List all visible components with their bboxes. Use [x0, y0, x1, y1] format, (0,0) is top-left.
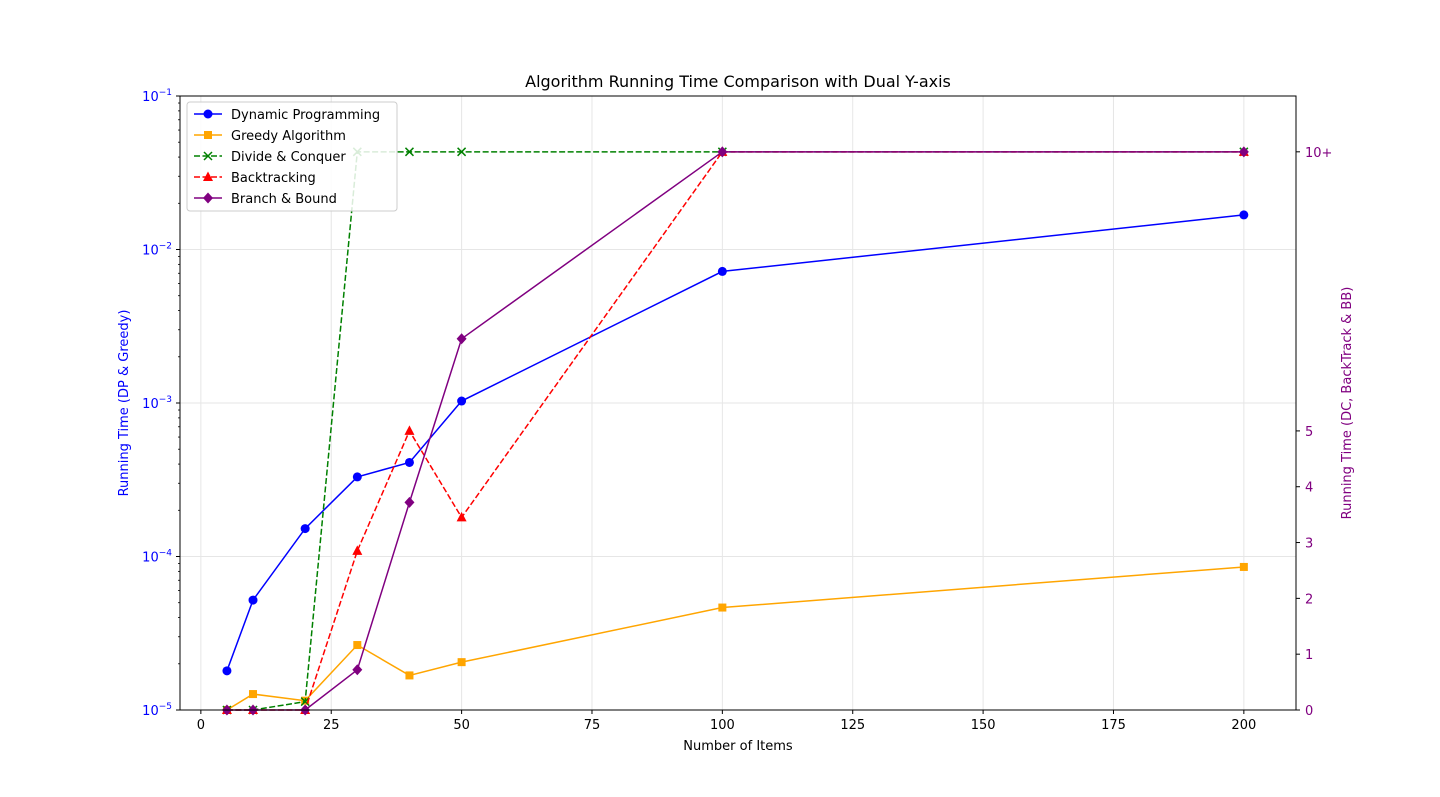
data-point-divide-and-conquer	[404, 147, 414, 157]
y-left-tick-label: 10−3	[142, 395, 172, 412]
y-axis-left-label: Running Time (DP & Greedy)	[117, 310, 132, 497]
y-right-tick-label: 1	[1305, 648, 1313, 663]
y-axis-right: 0 1 2 3 4 5 10+	[1296, 146, 1332, 719]
x-tick-label: 25	[323, 718, 340, 733]
y-axis-right-label: Running Time (DC, BackTrack & BB)	[1340, 287, 1355, 520]
series-divide-and-conquer	[222, 147, 1249, 715]
y-axis-left: 10−5 10−4 10−3 10−2 10−1	[142, 88, 180, 719]
y-left-tick-label: 10−1	[142, 88, 172, 105]
legend-marker-divide-and-conquer	[203, 151, 213, 161]
series-line-dynamic-programming	[226, 214, 1244, 672]
series-line-divide-and-conquer	[226, 151, 1244, 711]
x-tick-label: 150	[971, 718, 996, 733]
data-point-backtracking	[352, 545, 363, 555]
data-point-divide-and-conquer	[300, 697, 310, 707]
x-tick-label: 75	[584, 718, 601, 733]
x-axis: 0 25 50 75 100 125 150 175 200	[197, 710, 1256, 733]
y-right-tick-label: 5	[1305, 425, 1313, 440]
data-point-greedy-algorithm	[1239, 562, 1248, 571]
data-point-backtracking	[456, 511, 467, 522]
legend-label: Dynamic Programming	[231, 108, 380, 123]
legend-item-greedy-algorithm: Greedy Algorithm	[194, 129, 346, 144]
y-right-tick-label: 2	[1305, 592, 1313, 607]
data-point-greedy-algorithm	[457, 658, 466, 667]
data-point-greedy-algorithm	[405, 671, 414, 680]
data-point-branch-and-bound	[352, 664, 363, 676]
legend-label: Branch & Bound	[231, 192, 337, 207]
x-tick-label: 200	[1231, 718, 1256, 733]
legend-label: Backtracking	[231, 171, 316, 186]
x-axis-label: Number of Items	[683, 739, 793, 754]
data-point-dynamic-programming	[457, 396, 467, 406]
legend-label: Greedy Algorithm	[231, 129, 346, 144]
y-right-tick-label: 0	[1305, 704, 1313, 719]
x-tick-label: 175	[1101, 718, 1126, 733]
data-point-dynamic-programming	[352, 472, 362, 482]
series-line-branch-and-bound	[226, 151, 1244, 711]
y-left-tick-label: 10−4	[142, 549, 172, 566]
data-point-branch-and-bound	[1238, 146, 1249, 158]
x-tick-label: 125	[840, 718, 865, 733]
legend-item-dynamic-programming: Dynamic Programming	[194, 108, 380, 123]
data-point-backtracking	[404, 425, 415, 435]
y-right-tick-label: 10+	[1305, 146, 1332, 161]
series-line-greedy-algorithm	[226, 566, 1244, 711]
y-left-tick-label: 10−5	[142, 702, 172, 719]
data-point-dynamic-programming	[404, 457, 414, 467]
legend-item-divide-and-conquer: Divide & Conquer	[194, 150, 346, 165]
data-point-greedy-algorithm	[353, 641, 362, 650]
chart-title: Algorithm Running Time Comparison with D…	[525, 72, 951, 91]
data-point-greedy-algorithm	[718, 603, 727, 612]
series-layer	[221, 146, 1249, 716]
legend-label: Divide & Conquer	[231, 150, 346, 165]
legend-marker-branch-and-bound	[203, 192, 213, 204]
data-point-dynamic-programming	[717, 266, 727, 276]
y-right-tick-label: 3	[1305, 537, 1313, 552]
data-point-branch-and-bound	[456, 333, 467, 345]
legend-item-backtracking: Backtracking	[194, 171, 316, 186]
data-point-greedy-algorithm	[249, 690, 258, 699]
y-right-tick-label: 4	[1305, 481, 1313, 496]
data-point-dynamic-programming	[1239, 210, 1249, 220]
legend: Dynamic Programming Greedy Algorithm Divid…	[186, 101, 398, 212]
legend-marker-greedy-algorithm	[204, 131, 212, 139]
legend-box	[186, 101, 398, 212]
y-left-tick-label: 10−2	[142, 242, 172, 259]
x-tick-label: 100	[710, 718, 735, 733]
data-point-divide-and-conquer	[457, 147, 467, 157]
x-tick-label: 0	[197, 718, 205, 733]
legend-marker-dynamic-programming	[203, 109, 213, 119]
series-greedy-algorithm	[222, 562, 1248, 714]
data-point-dynamic-programming	[222, 666, 232, 676]
x-tick-label: 50	[453, 718, 470, 733]
data-point-dynamic-programming	[300, 524, 310, 534]
data-point-branch-and-bound	[717, 146, 728, 158]
series-dynamic-programming	[222, 210, 1249, 676]
legend-item-branch-and-bound: Branch & Bound	[194, 192, 337, 207]
data-point-branch-and-bound	[404, 496, 415, 508]
legend-marker-backtracking	[203, 171, 213, 181]
series-line-backtracking	[226, 151, 1244, 711]
data-point-dynamic-programming	[248, 595, 258, 605]
